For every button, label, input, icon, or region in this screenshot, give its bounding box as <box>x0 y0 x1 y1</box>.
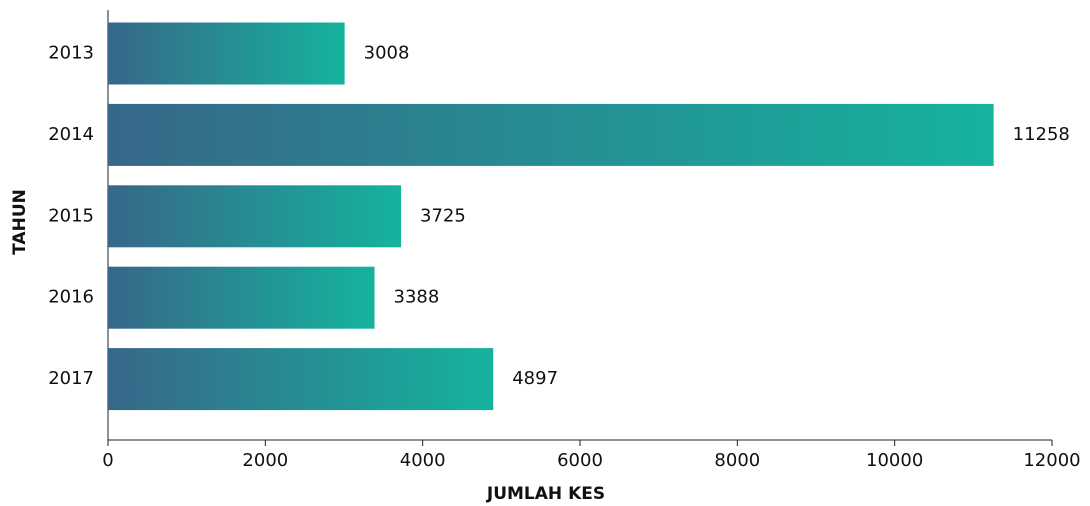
data-label: 3008 <box>364 43 410 64</box>
bar <box>108 185 402 248</box>
bar <box>108 266 375 329</box>
x-tick-label: 4000 <box>400 450 446 471</box>
data-label: 11258 <box>1013 124 1070 145</box>
y-tick-label: 2014 <box>48 124 94 145</box>
bar <box>108 348 494 411</box>
data-label: 4897 <box>512 368 558 389</box>
x-tick-label: 12000 <box>1023 450 1080 471</box>
y-tick-label: 2016 <box>48 287 94 308</box>
bar <box>108 22 345 85</box>
x-tick-label: 2000 <box>242 450 288 471</box>
data-label: 3725 <box>420 205 466 226</box>
data-label: 3388 <box>394 287 440 308</box>
bar <box>108 103 994 166</box>
x-tick-label: 0 <box>102 450 113 471</box>
x-tick-label: 6000 <box>557 450 603 471</box>
x-tick-label: 10000 <box>866 450 923 471</box>
y-tick-label: 2013 <box>48 43 94 64</box>
y-tick-label: 2015 <box>48 205 94 226</box>
y-axis-title: TAHUN <box>10 189 30 255</box>
y-tick-label: 2017 <box>48 368 94 389</box>
x-tick-label: 8000 <box>714 450 760 471</box>
x-axis-title: JUMLAH KES <box>486 484 605 504</box>
